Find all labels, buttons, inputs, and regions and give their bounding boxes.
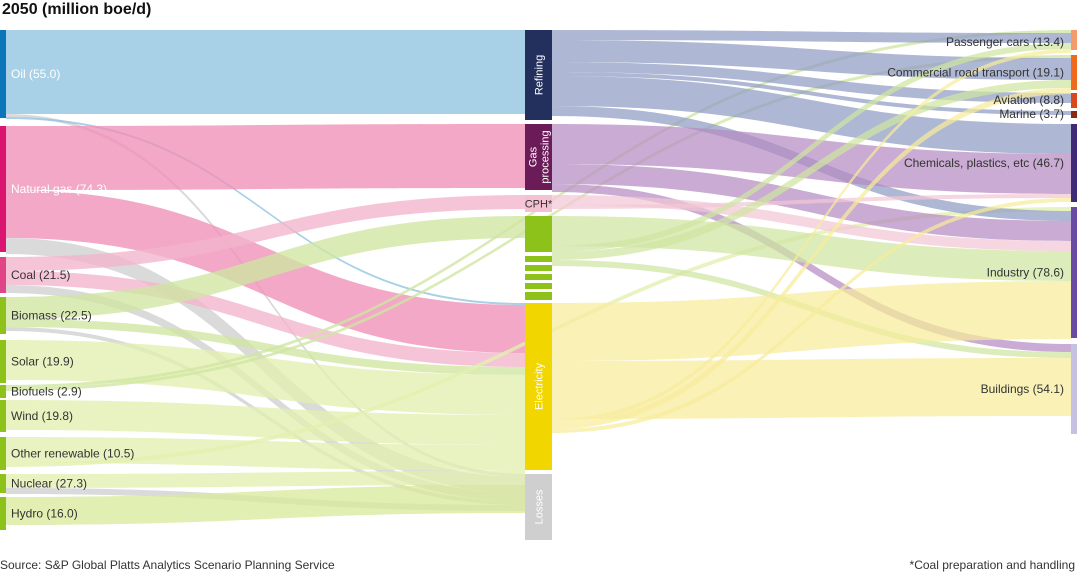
flow-refining-chem [552, 76, 1071, 154]
footnote: *Coal preparation and handling [909, 558, 1075, 572]
target-label-marine: Marine (3.7) [999, 107, 1064, 121]
flow-electricity-buildings [552, 358, 1071, 419]
middle-label-refining: Refining [534, 55, 546, 95]
source-node-nuclear [0, 474, 6, 493]
middle-label-gasproc-line1: Gas [528, 146, 540, 167]
middle-node-cph [525, 195, 552, 212]
middle-node-electricity [525, 303, 552, 470]
source-note: Source: S&P Global Platts Analytics Scen… [0, 558, 335, 572]
target-node-buildings [1071, 344, 1077, 434]
middle-node-refining [525, 30, 552, 120]
source-node-wind [0, 400, 6, 432]
middle-label-gasproc-line2: processing [540, 130, 552, 183]
middle-node-bio-3 [525, 274, 552, 280]
sankey-chart: Oil (55.0) Natural gas (74.3) Coal (21.5) B… [0, 30, 1077, 540]
middle-node-gasproc [525, 124, 552, 190]
middle-label-gasproc: Gasprocessing [528, 130, 552, 183]
flow-biomass-bio [6, 216, 525, 319]
flow-bio-pcars [552, 43, 1071, 252]
source-node-coal [0, 257, 6, 293]
flow-wind-electricity [6, 400, 525, 445]
source-node-oil [0, 30, 6, 118]
flow-gas-gasproc [6, 124, 525, 190]
flow-refining-pcars [552, 30, 1071, 43]
flow-cph-industry [552, 195, 1071, 251]
source-label-oil: Oil (55.0) [11, 67, 60, 81]
source-label-biofuels: Biofuels (2.9) [11, 385, 82, 399]
flow-oil-electricity [6, 117, 525, 305]
target-node-industry [1071, 207, 1077, 338]
source-label-gas: Natural gas (74.3) [11, 182, 107, 196]
flow-other-electricity [6, 437, 525, 471]
source-node-hydro [0, 497, 6, 530]
source-label-hydro: Hydro (16.0) [11, 507, 78, 521]
target-node-aviation [1071, 93, 1077, 108]
middle-node-bio-1 [525, 256, 552, 262]
flow-electricity-crt [552, 88, 1071, 429]
target-node-crt [1071, 55, 1077, 90]
source-node-other [0, 437, 6, 470]
flow-electricity-chem [552, 198, 1071, 433]
middle-label-electricity: Electricity [534, 362, 546, 410]
target-label-crt: Commercial road transport (19.1) [887, 66, 1064, 80]
middle-node-losses [525, 474, 552, 540]
flow-cph-chem [552, 194, 1071, 209]
nodes [0, 30, 1077, 540]
source-label-wind: Wind (19.8) [11, 409, 73, 423]
middle-label-losses: Losses [534, 489, 546, 524]
labels: Oil (55.0) Natural gas (74.3) Coal (21.5) B… [11, 35, 1064, 524]
target-node-chem [1071, 124, 1077, 202]
flow-electricity-pcars [552, 49, 1071, 423]
flow-gasproc-buildings [552, 184, 1071, 352]
target-node-pcars [1071, 30, 1077, 50]
target-label-buildings: Buildings (54.1) [981, 382, 1064, 396]
flow-hydro-electricity [6, 485, 525, 525]
source-label-biomass: Biomass (22.5) [11, 309, 92, 323]
source-label-other: Other renewable (10.5) [11, 447, 134, 461]
flow-oil-refining [6, 30, 525, 114]
target-label-aviation: Aviation (8.8) [994, 93, 1064, 107]
target-label-pcars: Passenger cars (13.4) [946, 35, 1064, 49]
flow-gasproc-chem [552, 124, 1071, 194]
flow-solar-electricity [6, 340, 525, 415]
source-node-biofuels [0, 385, 6, 398]
middle-label-cph: CPH* [525, 199, 553, 211]
middle-node-bio-2 [525, 265, 552, 271]
flow-nuclear-electricity [6, 471, 525, 488]
flow-refining-marine [552, 72, 1071, 115]
flow-refining-aviation [552, 62, 1071, 103]
source-label-coal: Coal (21.5) [11, 268, 70, 282]
target-label-chem: Chemicals, plastics, etc (46.7) [904, 156, 1064, 170]
middle-node-bio-5 [525, 292, 552, 300]
flow-electricity-industry [552, 281, 1071, 361]
middle-node-bio-4 [525, 283, 552, 289]
source-label-nuclear: Nuclear (27.3) [11, 477, 87, 491]
target-label-industry: Industry (78.6) [987, 266, 1064, 280]
source-node-biomass [0, 297, 6, 334]
middle-node-bio-0 [525, 216, 552, 252]
flow-biomass-electricity [6, 319, 525, 375]
flow-bio-crt [552, 80, 1071, 260]
flow-bio-industry [552, 216, 1071, 281]
source-node-gas [0, 126, 6, 252]
source-label-solar: Solar (19.9) [11, 355, 74, 369]
chart-title: 2050 (million boe/d) [2, 1, 152, 18]
target-node-marine [1071, 111, 1077, 118]
source-node-solar [0, 340, 6, 383]
flow-coal-cph [6, 195, 525, 271]
flow-coal-electricity [6, 271, 525, 367]
